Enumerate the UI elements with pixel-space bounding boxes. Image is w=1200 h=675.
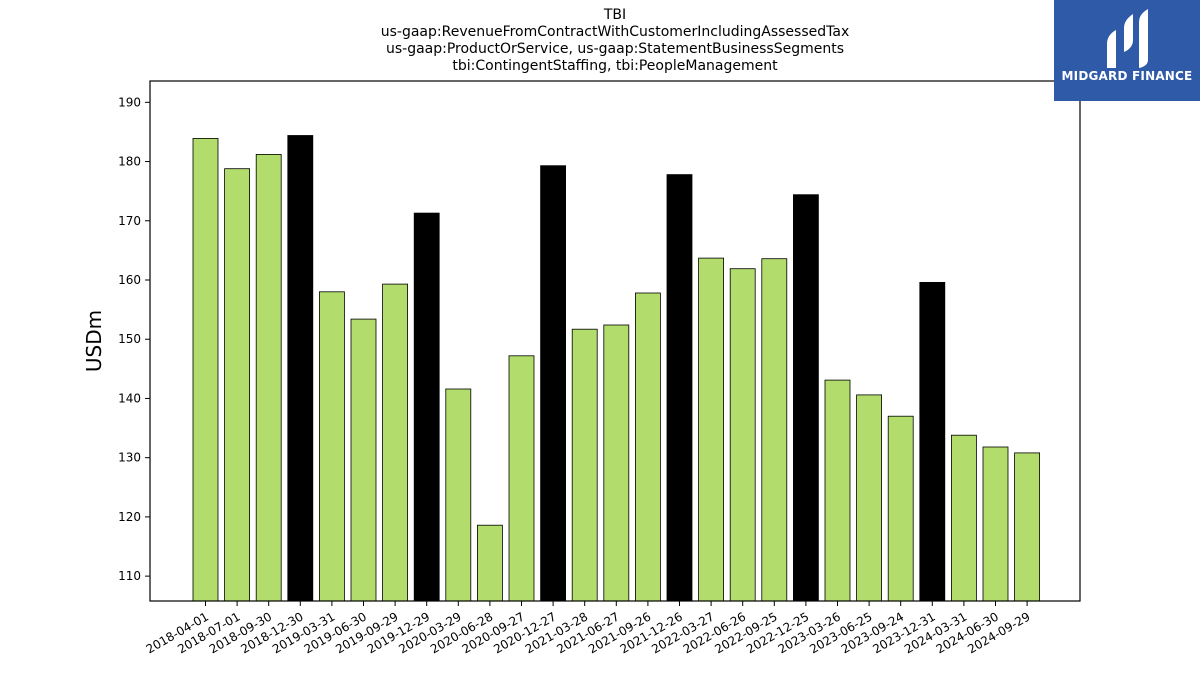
bar-2021-06-27 <box>603 324 630 602</box>
bar-2024-09-29 <box>1014 452 1040 602</box>
bar-2022-09-25 <box>761 258 788 602</box>
bar-2020-09-27 <box>508 355 535 602</box>
bar-2023-09-24 <box>887 415 914 602</box>
y-tick-label: 160 <box>118 273 141 287</box>
bar-2020-06-28 <box>476 524 503 602</box>
y-axis: 110 120 130 140 150 160 170 180 190 <box>118 95 150 583</box>
bar-2023-12-31 <box>919 281 946 602</box>
bars-group <box>192 135 1040 602</box>
bar-2018-12-30 <box>287 135 314 602</box>
bar-2021-03-28 <box>571 328 598 602</box>
logo-mark-icon <box>1107 9 1148 68</box>
bar-2022-06-26 <box>729 268 756 602</box>
chart-title-line-1: TBI <box>603 7 627 23</box>
midgard-finance-logo: MIDGARD FINANCE <box>1054 0 1200 101</box>
bar-2023-06-25 <box>856 394 882 602</box>
x-axis: 2018-04-012018-07-012018-09-302018-12-30… <box>144 601 1033 656</box>
bar-2019-06-30 <box>350 318 377 602</box>
bar-2024-03-31 <box>951 434 977 602</box>
chart-title-line-4: tbi:ContingentStaffing, tbi:PeopleManage… <box>452 58 778 74</box>
chart-title-line-2: us-gaap:RevenueFromContractWithCustomerI… <box>380 24 850 40</box>
logo-text: MIDGARD FINANCE <box>1061 69 1193 83</box>
y-tick-label: 190 <box>118 95 141 109</box>
y-tick-label: 150 <box>118 332 141 346</box>
bar-2021-12-26 <box>666 174 693 602</box>
bar-2019-09-29 <box>382 283 409 602</box>
y-axis-label: USDm <box>82 310 106 372</box>
bar-2018-09-30 <box>255 153 282 602</box>
bar-2020-03-29 <box>445 388 472 602</box>
bar-2024-06-30 <box>982 446 1009 602</box>
bar-2018-07-01 <box>224 168 251 602</box>
y-tick-label: 170 <box>118 214 141 228</box>
chart-title-line-3: us-gaap:ProductOrService, us-gaap:Statem… <box>385 41 844 57</box>
y-tick-label: 110 <box>118 569 141 583</box>
bar-2019-03-31 <box>318 291 345 602</box>
bar-2022-12-25 <box>793 194 819 602</box>
y-tick-label: 140 <box>118 391 141 405</box>
bar-2018-04-01 <box>192 137 219 602</box>
bar-2019-12-29 <box>413 212 440 602</box>
y-tick-label: 130 <box>118 451 141 465</box>
bar-2021-09-26 <box>635 292 661 602</box>
bar-2023-03-26 <box>824 379 851 602</box>
y-tick-label: 120 <box>118 510 141 524</box>
plot-frame <box>149 80 1081 602</box>
y-tick-label: 180 <box>118 155 141 169</box>
bar-2020-12-27 <box>540 165 566 602</box>
bar-2022-03-27 <box>698 257 724 602</box>
